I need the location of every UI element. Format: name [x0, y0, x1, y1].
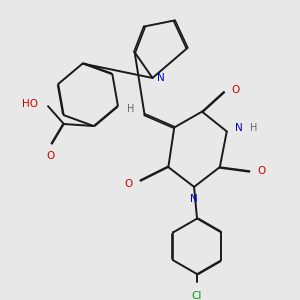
- Text: H: H: [250, 124, 257, 134]
- Text: HO: HO: [22, 99, 38, 109]
- Text: O: O: [232, 85, 240, 95]
- Text: H: H: [127, 104, 134, 114]
- Text: O: O: [257, 166, 266, 176]
- Text: N: N: [157, 73, 164, 83]
- Text: O: O: [124, 179, 133, 189]
- Text: N: N: [190, 194, 198, 204]
- Text: O: O: [46, 151, 54, 161]
- Text: N: N: [235, 124, 242, 134]
- Text: Cl: Cl: [192, 291, 202, 300]
